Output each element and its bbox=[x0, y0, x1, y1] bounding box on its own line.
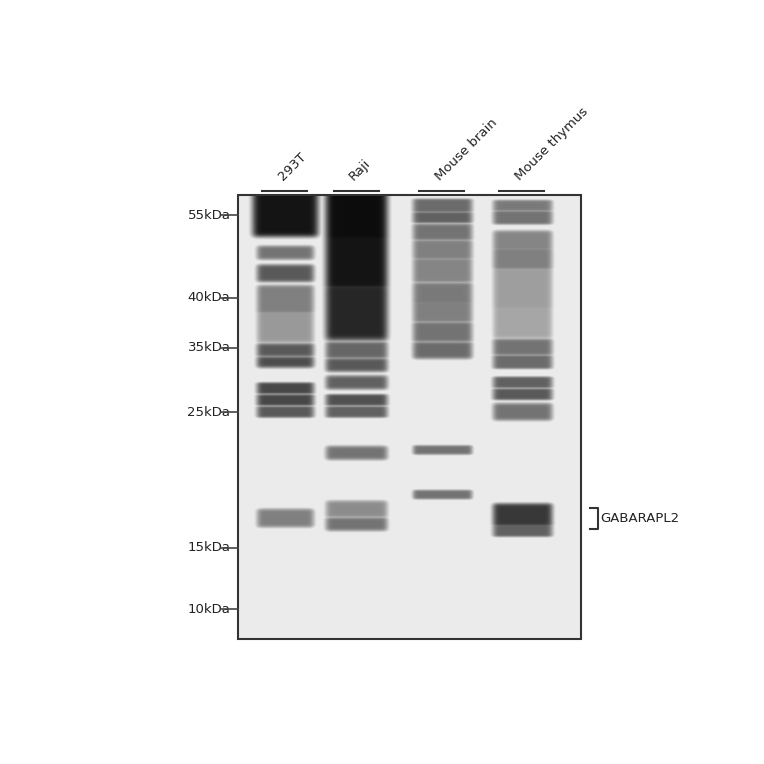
Text: 15kDa: 15kDa bbox=[187, 541, 231, 554]
Text: Mouse thymus: Mouse thymus bbox=[513, 105, 591, 183]
Text: Raji: Raji bbox=[347, 157, 374, 183]
Bar bbox=[238, 195, 581, 639]
Text: GABARAPL2: GABARAPL2 bbox=[601, 512, 680, 525]
Text: 25kDa: 25kDa bbox=[187, 406, 231, 419]
Text: Mouse brain: Mouse brain bbox=[432, 116, 500, 183]
Text: 40kDa: 40kDa bbox=[188, 291, 231, 304]
Text: 10kDa: 10kDa bbox=[188, 603, 231, 616]
Text: 35kDa: 35kDa bbox=[187, 341, 231, 354]
Text: 293T: 293T bbox=[276, 150, 309, 183]
Text: 55kDa: 55kDa bbox=[187, 209, 231, 222]
